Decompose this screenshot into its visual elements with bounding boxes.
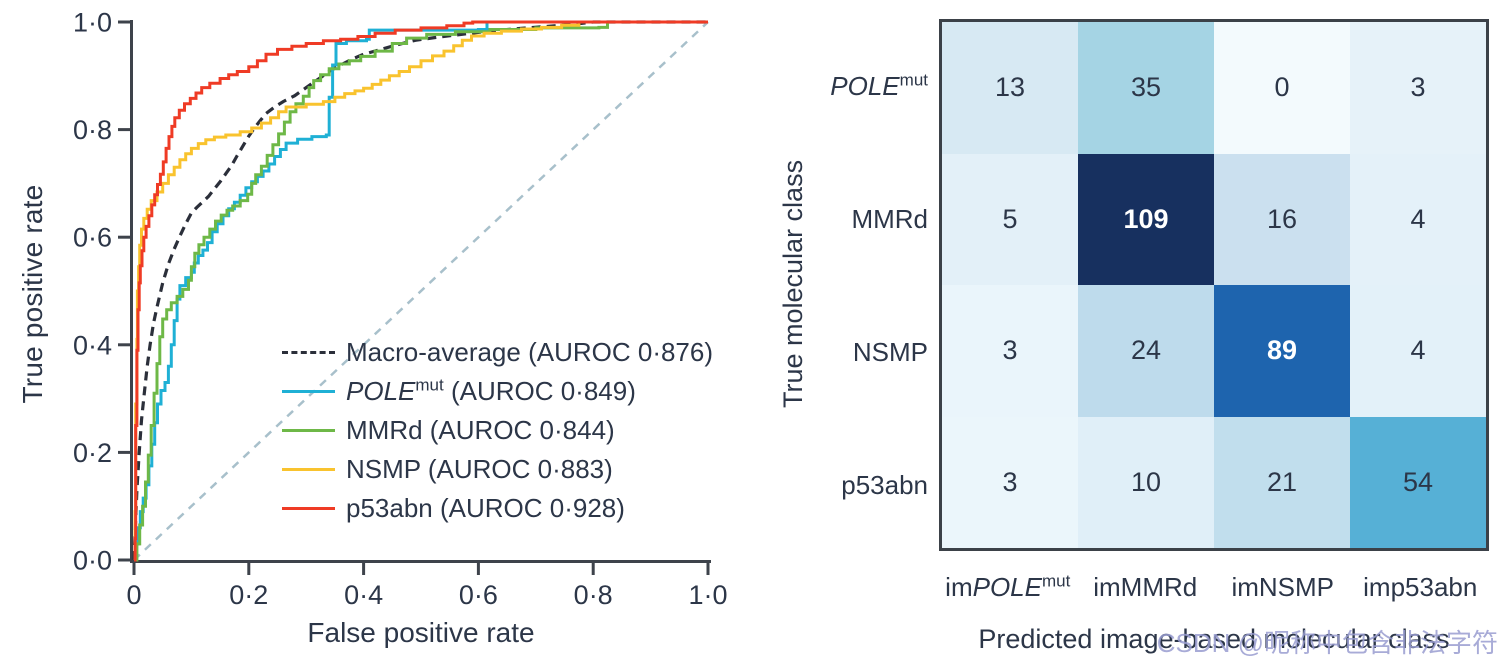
matrix-cell-r2-c1: 24 xyxy=(1078,285,1214,417)
confusion-matrix-grid: 13 35 0 3 5 109 16 4 3 24 89 4 3 10 21 54 xyxy=(939,19,1489,551)
matrix-cell-r1-c1: 109 xyxy=(1078,153,1214,285)
matrix-cell-r3-c2: 21 xyxy=(1214,416,1350,548)
y-tick-label: 0·0 xyxy=(73,546,112,576)
y-tick-label: 0·8 xyxy=(73,115,112,145)
x-tick-label: 0 xyxy=(126,580,141,610)
legend-label-p53abn: p53abn (AUROC 0·928) xyxy=(346,493,625,523)
matrix-cell-r0-c2: 0 xyxy=(1214,22,1350,154)
matrix-cell-r0-c3: 3 xyxy=(1350,22,1486,154)
matrix-cell-r2-c3: 4 xyxy=(1350,285,1486,417)
roc-x-axis-title: False positive rate xyxy=(307,617,535,648)
cm-y-axis-title: True molecular class xyxy=(778,159,808,408)
matrix-cell-r2-c2: 89 xyxy=(1214,285,1350,417)
legend-label-macro-average: Macro-average (AUROC 0·876) xyxy=(346,337,714,367)
roc-curve-MMRd xyxy=(134,20,708,562)
legend-item-MMRd: MMRd (AUROC 0·844) xyxy=(282,411,713,450)
cm-row-label-0: POLEmut xyxy=(830,69,928,101)
x-tick-label: 0·6 xyxy=(459,580,498,610)
legend-swatch-macro-average xyxy=(282,351,335,354)
matrix-cell-r1-c0: 5 xyxy=(942,153,1078,285)
x-tick-label: 0·2 xyxy=(229,580,268,610)
legend-swatch-NSMP xyxy=(282,468,335,471)
legend-swatch-POLEmut xyxy=(282,390,335,393)
legend-item-POLEmut: POLEmut (AUROC 0·849) xyxy=(282,372,713,411)
legend-item-macro-average: Macro-average (AUROC 0·876) xyxy=(282,333,713,372)
roc-curve-macro-average xyxy=(132,20,708,561)
x-tick-label: 0·8 xyxy=(574,580,613,610)
cm-col-label-1: imMMRd xyxy=(1093,572,1198,602)
roc-curve-chance-diagonal xyxy=(133,21,709,561)
matrix-cell-r2-c0: 3 xyxy=(942,285,1078,417)
cm-row-label-1: MMRd xyxy=(851,203,928,234)
cm-col-label-2: imNSMP xyxy=(1231,572,1335,602)
roc-legend: Macro-average (AUROC 0·876) POLEmut (AURO… xyxy=(282,333,713,528)
legend-item-NSMP: NSMP (AUROC 0·883) xyxy=(282,450,713,489)
matrix-cell-r0-c1: 35 xyxy=(1078,22,1214,154)
y-tick-label: 1·0 xyxy=(73,8,112,38)
y-tick-label: 0·2 xyxy=(73,438,112,468)
matrix-cell-r0-c0: 13 xyxy=(942,22,1078,154)
y-tick-label: 0·4 xyxy=(73,330,112,360)
legend-label-NSMP: NSMP (AUROC 0·883) xyxy=(346,454,613,484)
matrix-cell-r1-c2: 16 xyxy=(1214,153,1350,285)
matrix-cell-r3-c0: 3 xyxy=(942,416,1078,548)
cm-col-label-3: imp53abn xyxy=(1363,572,1478,602)
cm-col-label-0: imPOLEmut xyxy=(945,571,1071,602)
roc-curve-p53abn xyxy=(133,20,708,562)
legend-item-p53abn: p53abn (AUROC 0·928) xyxy=(282,489,713,528)
x-tick-label: 1·0 xyxy=(688,580,727,610)
matrix-cell-r3-c3: 54 xyxy=(1350,416,1486,548)
legend-label-POLEmut: POLEmut (AUROC 0·849) xyxy=(346,375,636,406)
matrix-cell-r3-c1: 10 xyxy=(1078,416,1214,548)
cm-x-axis-title: Predicted image-based molecular class xyxy=(978,624,1450,654)
legend-label-MMRd: MMRd (AUROC 0·844) xyxy=(346,415,615,445)
legend-swatch-MMRd xyxy=(282,429,335,432)
y-tick-label: 0·6 xyxy=(73,223,112,253)
x-tick-label: 0·4 xyxy=(344,580,383,610)
legend-swatch-p53abn xyxy=(282,507,335,510)
roc-plot: 0·0 0·2 0·4 0·6 0·8 1·0 0 0·2 0·4 0·6 0·8 1·0 xyxy=(73,8,728,611)
cm-row-label-2: NSMP xyxy=(852,336,928,367)
roc-curve-NSMP xyxy=(133,20,708,562)
cm-row-label-3: p53abn xyxy=(841,469,928,500)
matrix-cell-r1-c3: 4 xyxy=(1350,153,1486,285)
